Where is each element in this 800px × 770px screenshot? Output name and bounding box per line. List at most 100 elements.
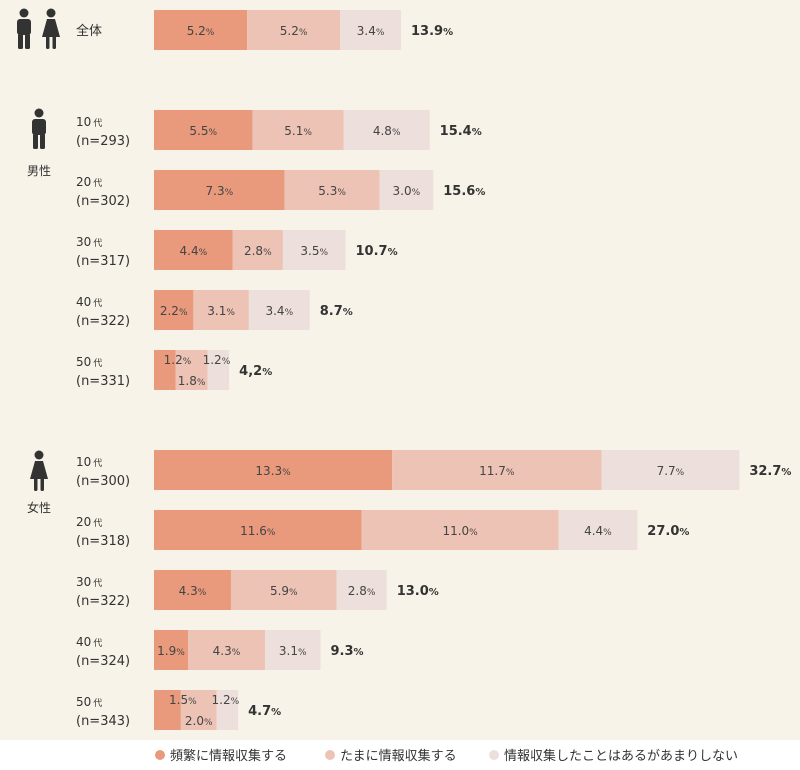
segment-value-label: 5.1% xyxy=(284,124,312,138)
bar-segment xyxy=(180,690,217,730)
bar-segment xyxy=(154,690,181,730)
segment-value-label: 1.8% xyxy=(178,374,206,388)
category-label: 30 代 xyxy=(76,575,102,589)
bar-segment xyxy=(361,510,559,550)
segment-value-label: 4.4% xyxy=(180,244,208,258)
category-label: 20 代 xyxy=(76,515,102,529)
category-label: 20 代 xyxy=(76,175,102,189)
segment-value-label: 5.3% xyxy=(318,184,346,198)
legend-background xyxy=(0,740,800,770)
total-label: 15.6% xyxy=(443,184,485,199)
total-label: 8.7% xyxy=(320,304,353,319)
segment-value-label: 4.3% xyxy=(213,644,241,658)
segment-value-label: 7.7% xyxy=(657,464,685,478)
segment-value-label: 1.5% xyxy=(169,693,197,707)
segment-value-label: 3.4% xyxy=(265,304,293,318)
legend: 頻繁に情報収集する たまに情報収集する 情報収集したことはあるがあまりしない xyxy=(0,740,800,770)
bar-segment xyxy=(336,570,387,610)
total-label: 13.9% xyxy=(411,24,453,39)
segment-value-label: 2.8% xyxy=(348,584,376,598)
segment-value-label: 2.0% xyxy=(185,714,213,728)
category-label: 10 代 xyxy=(76,455,102,469)
bar-segment xyxy=(264,630,321,670)
segment-value-label: 5.5% xyxy=(189,124,217,138)
bar-segment xyxy=(282,230,346,270)
total-labels: 13.9% 15.4% 15.6% 10.7% 8.7% 4,2% 32.7% 27.0% 13… xyxy=(239,24,791,719)
bar-segment xyxy=(558,510,638,550)
bar-segment xyxy=(284,170,380,210)
group-label: 男性 xyxy=(27,164,51,178)
total-label: 32.7% xyxy=(749,464,791,479)
bar-segment xyxy=(154,110,253,150)
total-label: 13.0% xyxy=(397,584,439,599)
bar-segment xyxy=(232,230,283,270)
bar-segment xyxy=(154,290,194,330)
bar-segment xyxy=(248,290,310,330)
segment-value-label: 3.1% xyxy=(207,304,235,318)
category-label: 50 代 xyxy=(76,695,102,709)
segment-value-label: 13.3% xyxy=(255,464,291,478)
male-icon xyxy=(17,8,31,49)
legend-swatch xyxy=(325,750,335,760)
bar-segment xyxy=(154,510,362,550)
bars: 5.2% 5.2% 3.4% 5.5% 5.1% 4.8% 7.3% 5.3% 3.0% 4.4%… xyxy=(154,10,740,730)
segment-value-label: 1.2% xyxy=(164,353,192,367)
bar-segment xyxy=(230,570,337,610)
segment-value-label: 7.3% xyxy=(206,184,234,198)
segment-value-label: 11.6% xyxy=(240,524,276,538)
total-label: 9.3% xyxy=(330,644,363,659)
category-n-label: (n=318) xyxy=(76,534,130,549)
segment-value-label: 2.8% xyxy=(244,244,272,258)
bar-segment xyxy=(154,10,248,50)
bar-segment xyxy=(343,110,430,150)
segment-value-label: 4.3% xyxy=(179,584,207,598)
bar-segment xyxy=(193,290,249,330)
category-n-label: (n=324) xyxy=(76,654,130,669)
category-label: 10 代 xyxy=(76,115,102,129)
category-label: 40 代 xyxy=(76,635,102,649)
category-label: 30 代 xyxy=(76,235,102,249)
category-label: 全体 xyxy=(76,23,102,39)
bar-segment xyxy=(247,10,341,50)
bar-segment xyxy=(154,170,285,210)
bar-segment xyxy=(207,350,230,390)
category-n-label: (n=331) xyxy=(76,374,130,389)
category-labels: 全体 10 代 (n=293) 20 代 (n=302) 30 代 (n=317) 40 代 (n=32… xyxy=(76,23,130,729)
segment-value-label: 4.8% xyxy=(373,124,401,138)
total-label: 15.4% xyxy=(440,124,482,139)
group-label: 女性 xyxy=(27,500,51,515)
bar-segment xyxy=(216,690,239,730)
legend-label: 頻繁に情報収集する xyxy=(170,748,287,764)
bar-segment xyxy=(601,450,740,490)
bar-segment xyxy=(154,570,231,610)
legend-label: たまに情報収集する xyxy=(340,748,457,764)
legend-swatch xyxy=(155,750,165,760)
legend-swatch xyxy=(489,750,499,760)
bar-segment xyxy=(154,450,393,490)
segment-value-label: 3.5% xyxy=(300,244,328,258)
category-label: 40 代 xyxy=(76,295,102,309)
legend-label: 情報収集したことはあるがあまりしない xyxy=(504,748,738,764)
total-label: 4.7% xyxy=(248,704,281,719)
segment-value-label: 1.9% xyxy=(157,644,185,658)
segment-value-label: 5.9% xyxy=(270,584,298,598)
segment-value-label: 3.4% xyxy=(357,24,385,38)
bar-segment xyxy=(154,350,176,390)
bar-segment xyxy=(379,170,434,210)
category-label: 50 代 xyxy=(76,355,102,369)
segment-value-label: 3.1% xyxy=(279,644,307,658)
female-icon xyxy=(42,8,60,49)
bar-segment xyxy=(252,110,344,150)
category-n-label: (n=317) xyxy=(76,254,130,269)
segment-value-label: 11.0% xyxy=(442,524,478,538)
segment-value-label: 5.2% xyxy=(280,24,308,38)
category-n-label: (n=302) xyxy=(76,194,130,209)
bar-segment xyxy=(392,450,602,490)
segment-value-label: 1.2% xyxy=(212,693,240,707)
male-icon xyxy=(32,108,46,149)
category-n-label: (n=343) xyxy=(76,714,130,729)
category-n-label: (n=293) xyxy=(76,134,130,149)
segment-value-label: 5.2% xyxy=(187,24,215,38)
